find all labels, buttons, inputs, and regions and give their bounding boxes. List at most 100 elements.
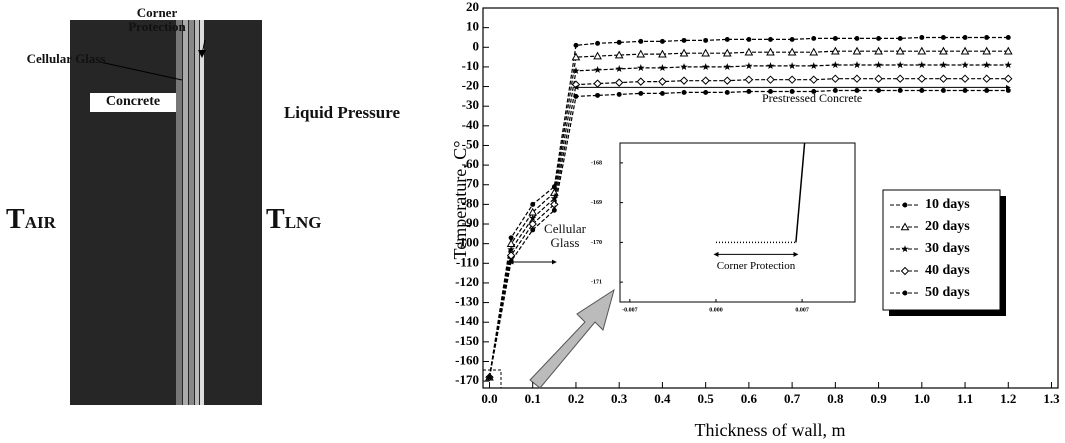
legend-label: 30 days [925,241,970,256]
marker [638,39,643,44]
y-tick-label: 10 [466,19,479,34]
marker [595,41,600,46]
legend-marker [903,291,908,296]
marker [638,91,643,96]
marker [918,48,925,54]
x-tick-label: 0.000 [709,307,723,313]
legend-label: 40 days [925,263,970,278]
marker [594,80,601,87]
corner-layer [200,20,204,405]
marker [1006,35,1011,40]
marker [745,62,752,69]
marker [855,36,860,41]
annotation: Corner Protection [717,260,796,272]
x-tick-label: 0.3 [611,391,628,406]
x-axis-label: Thickness of wall, m [695,420,846,440]
y-tick-label: -170 [455,372,479,387]
marker [617,40,622,45]
marker [833,36,838,41]
legend-label: 50 days [925,285,970,300]
marker [659,64,666,71]
marker [682,90,687,95]
concrete-label: Concrete [90,94,176,109]
t: T [6,204,25,235]
marker [702,77,709,84]
legend-marker [903,203,908,208]
marker [552,208,557,213]
marker [745,76,752,83]
zoom-arrow [530,290,614,388]
marker [746,37,751,42]
marker [767,76,774,83]
marker [984,88,989,93]
marker [1005,75,1012,82]
marker [898,88,903,93]
marker [898,36,903,41]
y-tick-label: 20 [466,0,479,14]
cellular-glass-label: Cellular Glass [6,52,126,66]
marker [530,227,535,232]
marker [660,39,665,44]
marker [681,77,688,84]
marker [897,75,904,82]
x-tick-label: 1.1 [957,391,973,406]
legend-label: 10 days [925,197,970,212]
marker [616,79,623,86]
x-tick-label: 0.2 [568,391,584,406]
marker [616,65,623,72]
marker [940,75,947,82]
concrete-wall [70,20,262,405]
marker [810,49,817,55]
figure: 0.00.10.20.30.40.50.60.70.80.91.01.11.21… [0,0,1065,443]
marker [961,61,968,68]
marker [962,75,969,82]
layer [195,20,199,405]
x-tick-label: 0.4 [654,391,671,406]
legend-label: 20 days [925,219,970,234]
x-tick-label: 0.007 [795,307,809,313]
inset-frame [620,143,855,302]
marker [897,61,904,68]
y-tick-label: -171 [591,280,602,286]
y-tick-label: -40 [462,117,479,132]
t: T [266,204,285,235]
marker [832,75,839,82]
marker [703,38,708,43]
marker [963,35,968,40]
marker [789,76,796,83]
marker [574,43,579,48]
marker [918,75,925,82]
marker [919,88,924,93]
page: 0.00.10.20.30.40.50.60.70.80.91.01.11.21… [0,0,1065,443]
x-tick-label: 0.5 [698,391,715,406]
wall-diagram [70,20,262,405]
marker [963,88,968,93]
y-tick-label: -120 [455,274,479,289]
marker [941,35,946,40]
marker [595,93,600,98]
y-tick-label: -30 [462,97,479,112]
subscript: LNG [285,213,322,232]
t-air-label: TAIR [6,205,56,236]
marker [1006,88,1011,93]
marker [530,202,535,207]
marker [725,37,730,42]
y-tick-label: -160 [455,352,479,367]
marker [789,62,796,69]
y-tick-label: -170 [591,240,602,246]
marker [768,37,773,42]
x-tick-label: 1.3 [1043,391,1060,406]
t-lng-label: TLNG [266,205,322,236]
marker [853,75,860,82]
marker [509,259,514,264]
marker [637,64,644,71]
marker [746,89,751,94]
annotation: Prestressed Concrete [762,91,862,105]
marker [790,37,795,42]
y-tick-label: -10 [462,58,479,73]
y-axis-label: Temperature, C° [450,141,470,260]
y-tick-label: -150 [455,333,479,348]
layer [189,20,194,405]
marker [680,63,687,70]
marker [876,88,881,93]
